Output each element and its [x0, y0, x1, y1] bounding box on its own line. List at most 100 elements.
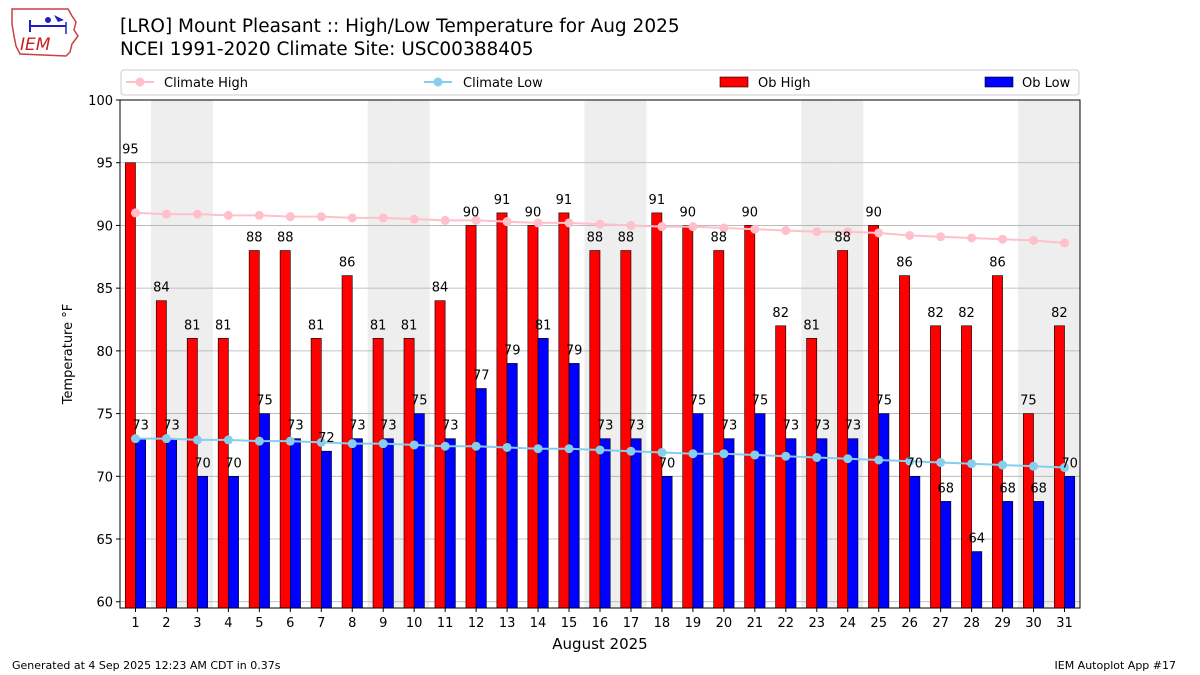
ob-low-bar [506, 363, 518, 609]
climate-low-point [905, 456, 915, 466]
climate-high-point [1060, 238, 1070, 248]
ob-high-value-label: 88 [246, 231, 263, 246]
climate-low-point [347, 439, 357, 449]
ob-low-bar [847, 438, 859, 609]
ob-low-bar [290, 438, 301, 609]
ob-high-value-label: 82 [772, 306, 789, 321]
x-axis-label: August 2025 [552, 635, 647, 653]
ob-high-bar [899, 275, 910, 609]
climate-high-point [564, 218, 574, 228]
ob-high-value-label: 88 [587, 231, 604, 246]
ob-low-bar [1064, 475, 1076, 609]
ob-low-bar [475, 388, 487, 609]
ob-low-value-label: 70 [1061, 456, 1078, 471]
ob-low-bar [1002, 501, 1014, 609]
y-tick-label: 70 [96, 470, 113, 485]
climate-high-point [161, 209, 171, 219]
ob-high-value-label: 90 [463, 205, 480, 220]
ob-high-bar [248, 250, 260, 609]
ob-low-value-label: 70 [194, 456, 211, 471]
climate-high-point [688, 222, 698, 232]
climate-low-point [1060, 463, 1070, 473]
ob-low-bar [135, 438, 147, 609]
x-tick-label: 6 [286, 616, 294, 631]
climate-low-point [254, 436, 264, 446]
climate-high-point [905, 230, 915, 240]
climate-low-point [1029, 461, 1039, 471]
climate-low-point [316, 437, 326, 447]
ob-high-bar [682, 225, 694, 609]
ob-low-bar [661, 475, 673, 609]
ob-high-bar [372, 338, 384, 609]
ob-low-value-label: 73 [783, 419, 800, 434]
ob-low-value-label: 77 [473, 368, 490, 383]
x-tick-label: 22 [778, 616, 795, 631]
y-tick-label: 100 [88, 94, 113, 109]
ob-low-bar [320, 450, 332, 609]
ob-high-value-label: 90 [865, 205, 882, 220]
climate-low-point [285, 436, 295, 446]
climate-low-point [936, 457, 946, 467]
ob-high-bar [496, 212, 508, 609]
ob-high-value-label: 90 [680, 205, 697, 220]
ob-low-bar [723, 438, 735, 609]
climate-high-point [285, 212, 295, 222]
ob-high-value-label: 88 [834, 231, 851, 246]
x-tick-label: 31 [1056, 616, 1073, 631]
ob-high-bar [124, 162, 136, 609]
ob-high-value-label: 86 [989, 256, 1006, 271]
ob-low-bar [692, 413, 704, 609]
climate-low-point [998, 460, 1008, 470]
climate-low-point [502, 442, 512, 452]
x-tick-label: 19 [685, 616, 702, 631]
x-tick-label: 26 [901, 616, 918, 631]
y-tick-label: 85 [96, 282, 113, 297]
ob-high-value-label: 86 [896, 256, 913, 271]
ob-low-value-label: 73 [442, 419, 459, 434]
ob-high-value-label: 82 [958, 306, 975, 321]
climate-high-point [719, 223, 729, 233]
ob-high-value-label: 84 [153, 281, 170, 296]
ob-high-bar [806, 338, 818, 609]
ob-high-value-label: 91 [556, 193, 573, 208]
x-tick-label: 5 [255, 616, 263, 631]
legend-ob-low-label: Ob Low [1022, 76, 1071, 91]
climate-high-point [378, 213, 388, 223]
climate-high-point [471, 215, 481, 225]
ob-high-value-label: 88 [618, 231, 635, 246]
climate-high-point [254, 210, 264, 220]
ob-high-value-label: 88 [710, 231, 727, 246]
ob-high-bar [155, 300, 167, 609]
ob-high-value-label: 81 [215, 318, 232, 333]
ob-low-bar [537, 338, 549, 609]
ob-high-bar [992, 275, 1003, 609]
y-tick-label: 65 [96, 533, 113, 548]
legend-climate-high-label: Climate High [164, 76, 248, 91]
ob-low-bar [909, 475, 921, 609]
ob-high-value-label: 81 [308, 318, 325, 333]
legend-climate-low-marker [433, 77, 443, 87]
ob-low-value-label: 68 [937, 481, 954, 496]
ob-high-bar [403, 338, 415, 609]
footer-app: IEM Autoplot App #17 [1054, 659, 1177, 672]
ob-low-bar [785, 438, 797, 609]
ob-low-value-label: 68 [1030, 481, 1047, 496]
ob-low-bar [197, 475, 208, 609]
climate-low-point [192, 435, 202, 445]
x-tick-label: 18 [654, 616, 671, 631]
x-tick-label: 3 [193, 616, 201, 631]
ob-low-value-label: 75 [876, 394, 893, 409]
climate-high-point [223, 210, 233, 220]
ob-high-bar [558, 212, 570, 609]
x-tick-label: 17 [623, 616, 640, 631]
logo-text: IEM [20, 35, 51, 55]
y-tick-label: 90 [96, 219, 113, 234]
ob-low-bar [599, 438, 611, 609]
ob-low-value-label: 75 [690, 394, 707, 409]
climate-high-point [812, 227, 822, 237]
climate-low-point [719, 449, 729, 459]
x-tick-label: 16 [592, 616, 609, 631]
climate-low-point [533, 444, 543, 454]
y-tick-label: 95 [96, 157, 113, 172]
ob-low-bar [382, 438, 394, 609]
